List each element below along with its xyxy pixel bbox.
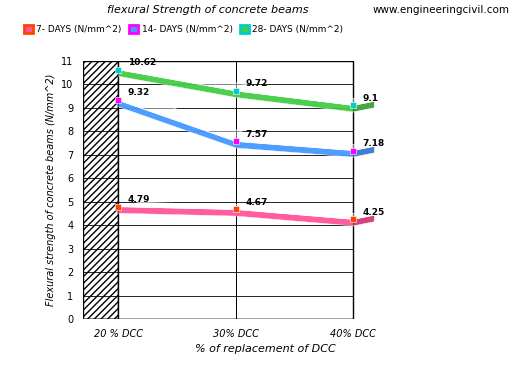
Text: 7.57: 7.57 bbox=[245, 130, 268, 139]
Polygon shape bbox=[119, 207, 353, 226]
Text: 4.67: 4.67 bbox=[245, 198, 268, 207]
Text: 7.18: 7.18 bbox=[362, 139, 385, 148]
Polygon shape bbox=[119, 70, 353, 112]
Text: 9.32: 9.32 bbox=[128, 89, 150, 97]
Text: 4.25: 4.25 bbox=[362, 207, 385, 217]
Polygon shape bbox=[236, 87, 374, 105]
Text: 9.72: 9.72 bbox=[245, 79, 268, 88]
Text: www.engineeringcivil.com: www.engineeringcivil.com bbox=[373, 5, 510, 15]
Text: 4.79: 4.79 bbox=[128, 195, 150, 204]
Polygon shape bbox=[119, 203, 257, 209]
Polygon shape bbox=[119, 96, 257, 141]
Text: 10.62: 10.62 bbox=[128, 58, 156, 67]
Y-axis label: Flexural strength of concrete beams (N/mm^2): Flexural strength of concrete beams (N/m… bbox=[46, 74, 56, 306]
Polygon shape bbox=[236, 137, 374, 150]
Polygon shape bbox=[353, 215, 374, 226]
X-axis label: % of replacement of DCC: % of replacement of DCC bbox=[195, 345, 335, 355]
Polygon shape bbox=[353, 101, 374, 112]
Polygon shape bbox=[83, 61, 119, 319]
Polygon shape bbox=[353, 146, 374, 157]
Polygon shape bbox=[236, 205, 374, 219]
Text: 9.1: 9.1 bbox=[362, 93, 379, 103]
Text: flexural Strength of concrete beams: flexural Strength of concrete beams bbox=[107, 5, 309, 15]
Polygon shape bbox=[119, 65, 257, 91]
Legend: 7- DAYS (N/mm^2), 14- DAYS (N/mm^2), 28- DAYS (N/mm^2): 7- DAYS (N/mm^2), 14- DAYS (N/mm^2), 28-… bbox=[20, 22, 347, 38]
Polygon shape bbox=[119, 100, 353, 157]
Polygon shape bbox=[83, 319, 353, 330]
